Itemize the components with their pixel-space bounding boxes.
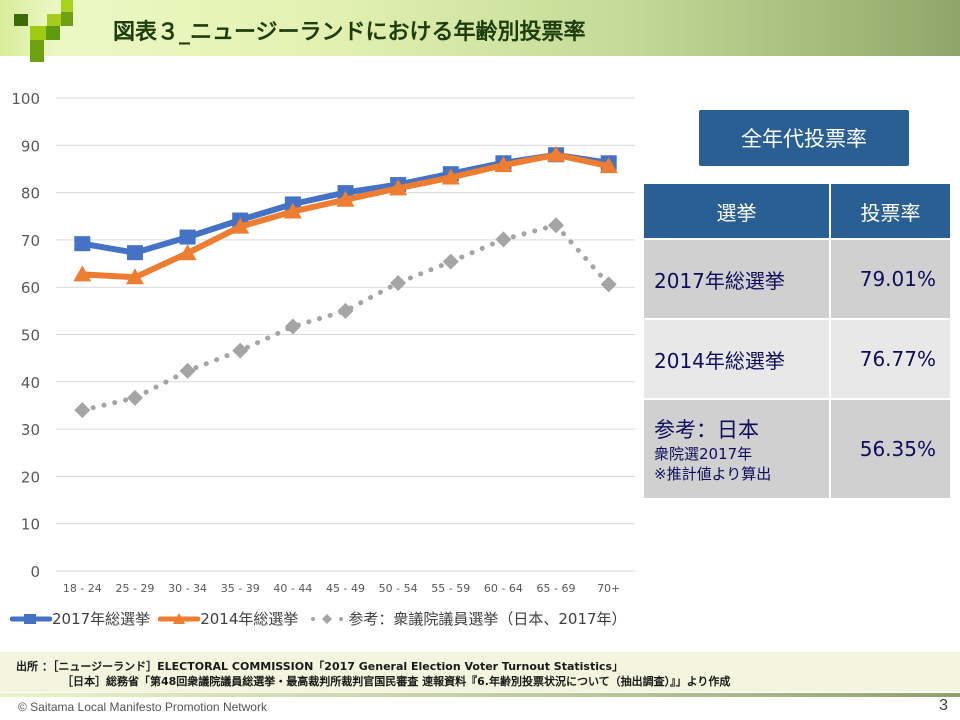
legend-label: 2017年総選挙 <box>52 610 151 628</box>
data-point-triangle <box>283 202 302 219</box>
summary-table: 選挙 投票率 2017年総選挙 79.01% 2014年総選挙 76.77% 参… <box>642 182 952 500</box>
row-label: 2017年総選挙 <box>642 238 831 320</box>
series-2014 <box>73 145 618 285</box>
legend-marker-square-icon <box>10 613 52 624</box>
legend-marker-triangle-icon <box>158 612 201 624</box>
y-tick-label: 100 <box>11 90 40 108</box>
logo-square-dark <box>14 14 28 26</box>
x-tick-label: 30 - 34 <box>168 582 207 595</box>
data-point-triangle <box>73 265 92 282</box>
data-point-square <box>74 236 91 252</box>
series-japan-2017 <box>74 217 617 419</box>
page-title: 図表３_ニュージーランドにおける年齢別投票率 <box>113 20 586 45</box>
row-value: 76.77% <box>829 318 952 400</box>
data-point-diamond <box>126 389 143 406</box>
x-tick-label: 35 - 39 <box>221 582 260 595</box>
data-point-triangle <box>389 179 408 196</box>
data-point-diamond <box>232 342 249 359</box>
legend-label: 参考：衆議院議員選挙（日本、2017年） <box>348 610 627 628</box>
legend-item-2017: 2017年総選挙 <box>10 608 150 629</box>
line-chart: 0 10 20 30 40 50 60 70 80 90 100 18 - 24 25 - 29 30 … <box>11 90 635 595</box>
data-point-triangle <box>599 157 618 174</box>
source-note: 出所 ：［ニュージーランド］ELECTORAL COMMISSION「2017 … <box>0 652 960 692</box>
y-tick-label: 80 <box>21 185 40 203</box>
legend-item-japan: 参考：衆議院議員選挙（日本、2017年） <box>306 608 627 629</box>
data-point-diamond <box>74 402 91 419</box>
series-line <box>82 151 610 281</box>
x-tick-label: 40 - 44 <box>273 582 312 595</box>
data-point-diamond <box>442 253 459 270</box>
series-group <box>73 145 618 419</box>
source-line-1: 出所 ：［ニュージーランド］ELECTORAL COMMISSION「2017 … <box>16 660 624 673</box>
logo-square-center2 <box>46 26 60 40</box>
x-tick-label: 18 - 24 <box>63 582 102 595</box>
legend-label: 2014年総選挙 <box>200 610 299 628</box>
x-tick-label: 60 - 64 <box>484 582 523 595</box>
x-tick-label: 50 - 54 <box>379 582 418 595</box>
y-axis-ticks: 0 10 20 30 40 50 60 70 80 90 100 <box>11 90 40 581</box>
gridlines <box>56 97 635 572</box>
x-axis-ticks: 18 - 24 25 - 29 30 - 34 35 - 39 40 - 44 45 - … <box>63 582 620 595</box>
reference-label-sub: 衆院選2017年 <box>654 445 753 463</box>
x-tick-label: 65 - 69 <box>537 582 576 595</box>
slide-header: 図表３_ニュージーランドにおける年齢別投票率 <box>0 0 960 62</box>
y-tick-label: 0 <box>30 563 40 581</box>
y-tick-label: 10 <box>21 516 40 534</box>
x-tick-label: 25 - 29 <box>115 582 154 595</box>
logo-square-light <box>47 14 61 26</box>
copyright-text: © Saitama Local Manifesto Promotion Netw… <box>18 700 267 714</box>
y-tick-label: 20 <box>21 468 40 486</box>
data-point-diamond <box>495 231 512 248</box>
data-point-diamond <box>600 276 617 293</box>
y-tick-label: 90 <box>21 137 40 155</box>
data-point-diamond <box>284 318 301 335</box>
row-value: 56.35% <box>829 398 952 500</box>
y-tick-label: 60 <box>21 279 40 297</box>
logo-square-bottom <box>30 40 44 62</box>
y-tick-label: 30 <box>21 421 40 439</box>
logo-square-top <box>61 0 73 12</box>
table-row: 2017年総選挙 79.01% <box>642 238 952 320</box>
table-row: 2014年総選挙 76.77% <box>642 318 952 400</box>
data-point-triangle <box>231 217 250 234</box>
y-tick-label: 40 <box>21 374 40 392</box>
row-label: 2014年総選挙 <box>642 318 831 400</box>
header-election: 選挙 <box>642 182 831 240</box>
data-point-triangle <box>336 190 355 207</box>
x-tick-label: 70+ <box>597 582 620 595</box>
source-line-2: ［日本］総務省「第48回衆議院議員総選挙・最高裁判所裁判官国民審査 速報資料『6… <box>62 675 731 688</box>
x-tick-label: 45 - 49 <box>326 582 365 595</box>
chart-legend: 2017年総選挙 2014年総選挙 参考：衆議院議員選挙（日本、2017年） <box>10 608 635 629</box>
header-turnout: 投票率 <box>829 182 952 240</box>
logo-square-center <box>30 26 46 40</box>
data-point-triangle <box>125 268 144 285</box>
data-point-triangle <box>547 145 566 162</box>
legend-marker-diamond-icon <box>311 613 344 624</box>
reference-label-note: ※推計値より算出 <box>654 465 772 483</box>
data-point-square <box>179 229 196 245</box>
legend-item-2014: 2014年総選挙 <box>158 608 298 629</box>
data-point-diamond <box>390 274 407 291</box>
summary-title: 全年代投票率 <box>699 110 909 166</box>
table-row: 参考：日本 衆院選2017年 ※推計値より算出 56.35% <box>642 398 952 500</box>
data-point-triangle <box>178 244 197 261</box>
y-tick-label: 50 <box>21 327 40 345</box>
data-point-triangle <box>441 168 460 185</box>
row-label-reference: 参考：日本 衆院選2017年 ※推計値より算出 <box>642 398 831 500</box>
row-value: 79.01% <box>829 238 952 320</box>
data-point-diamond <box>179 362 196 379</box>
footer-divider <box>0 693 960 697</box>
page-number: 3 <box>939 697 948 714</box>
y-tick-label: 70 <box>21 232 40 250</box>
data-point-square <box>126 245 143 261</box>
x-tick-label: 55 - 59 <box>431 582 470 595</box>
data-point-diamond <box>337 302 354 319</box>
reference-label-main: 参考：日本 <box>654 418 759 442</box>
data-point-triangle <box>494 156 513 173</box>
data-point-diamond <box>548 217 565 234</box>
